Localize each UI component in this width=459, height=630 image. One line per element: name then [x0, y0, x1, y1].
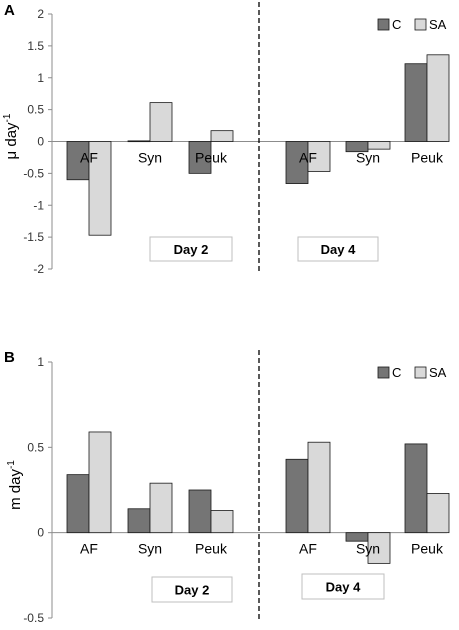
bar-peuk-sa-day2 [210, 510, 234, 534]
y-tick-label: 1 [37, 71, 44, 85]
bar-peuk-sa-day4 [426, 493, 450, 534]
y-tick-label: -1.5 [23, 230, 44, 244]
panel-label: A [4, 2, 15, 19]
legend-swatch-c [377, 18, 390, 31]
y-tick-label: 1 [37, 355, 44, 369]
chart-panel-a: A 21.510.50-0.5-1-1.5-2μ day-1AF Syn PeukDa… [2, 2, 450, 276]
chart-panel-b: B 1 0.5 0 -0.5 m day-1 AF Syn Peuk Day 2 AF Syn Peuk… [4, 349, 450, 625]
bar-af-c-day4 [285, 458, 309, 534]
category-label: Syn [356, 150, 380, 166]
bar-syn-sa-day2 [149, 102, 173, 142]
y-axis-label-sup: -1 [6, 460, 17, 469]
group-label-box [297, 236, 379, 262]
legend-swatch-sa [414, 18, 427, 31]
y-tick-label: 0.5 [27, 103, 44, 117]
y-tick-label: -1 [33, 198, 44, 212]
bar-af-sa-day4 [307, 441, 331, 534]
bar-af-sa-day2 [88, 431, 112, 534]
group-label-box [151, 576, 233, 603]
group-label: Day 4 [321, 242, 356, 257]
y-tick-label: 0 [37, 526, 44, 540]
y-tick-label: 0 [37, 135, 44, 149]
legend-swatch-c [377, 366, 390, 379]
group-label-box [149, 236, 233, 262]
y-axis-label-sup: -1 [2, 113, 13, 122]
y-tick-label: 1.5 [27, 39, 44, 53]
bar-peuk-sa-day2 [210, 130, 234, 142]
bar-peuk-c-day2 [188, 489, 212, 534]
bar-peuk-sa-day4 [426, 54, 450, 142]
category-label: Syn [356, 541, 380, 557]
category-label: Peuk [195, 541, 228, 557]
legend: C SA [377, 365, 447, 380]
panel-label: B [4, 349, 15, 366]
y-tick-label: -0.5 [23, 166, 44, 180]
category-label: Syn [138, 541, 162, 557]
y-tick-label: -2 [33, 262, 44, 276]
y-tick-label: 0.5 [27, 440, 44, 454]
legend-label-sa: SA [429, 365, 447, 380]
legend-label-c: C [392, 17, 401, 32]
group-label: Day 2 [174, 242, 209, 257]
category-label: Peuk [411, 150, 444, 166]
legend: C SA [377, 17, 447, 32]
y-axis-label: μ day-1 [2, 113, 20, 159]
bar-syn-sa-day4 [367, 141, 391, 150]
category-label: Peuk [195, 150, 228, 166]
bar-syn-sa-day4 [367, 532, 391, 564]
bar-syn-sa-day2 [149, 482, 173, 534]
bar-af-c-day2 [66, 474, 90, 534]
bar-syn-c-day2 [127, 140, 151, 143]
bar-peuk-c-day2 [188, 141, 212, 174]
category-label: Peuk [411, 541, 444, 557]
y-tick-label: -0.5 [23, 611, 44, 625]
bar-af-sa-day2 [88, 141, 112, 236]
category-label: AF [80, 541, 98, 557]
group-label-box [301, 573, 385, 600]
y-axis-label: m day-1 [6, 460, 24, 510]
legend-label-c: C [392, 365, 401, 380]
bar-af-sa-day4 [307, 141, 331, 172]
bar-peuk-c-day4 [404, 443, 428, 534]
bar-syn-c-day2 [127, 508, 151, 534]
y-axis-label-main: m day [7, 469, 24, 510]
legend-swatch-sa [414, 366, 427, 379]
legend-label-sa: SA [429, 17, 447, 32]
y-axis-label-main: μ day [3, 122, 20, 159]
category-label: Syn [138, 150, 162, 166]
group-label: Day 2 [175, 583, 210, 598]
y-tick-label: 2 [37, 7, 44, 21]
category-label: AF [299, 150, 317, 166]
bar-peuk-c-day4 [404, 63, 428, 142]
category-label: AF [299, 541, 317, 557]
group-label: Day 4 [326, 580, 361, 595]
category-label: AF [80, 150, 98, 166]
